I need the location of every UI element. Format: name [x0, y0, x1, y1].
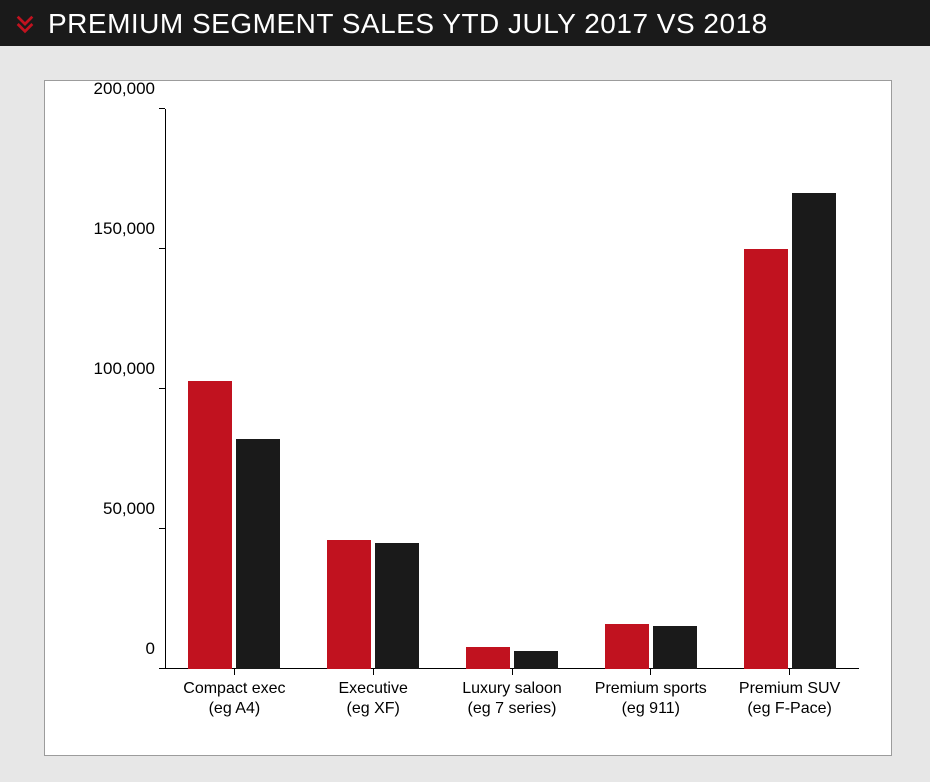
bar — [744, 249, 788, 669]
x-axis-label: Compact exec(eg A4) — [183, 679, 285, 719]
figure-container: PREMIUM SEGMENT SALES YTD JULY 2017 VS 2… — [0, 0, 930, 782]
x-axis-label-line2: (eg A4) — [183, 699, 285, 719]
double-chevron-down-icon — [14, 13, 36, 35]
y-tick — [159, 668, 165, 669]
x-tick — [512, 109, 513, 669]
y-axis-label: 50,000 — [103, 499, 165, 519]
y-tick — [159, 108, 165, 109]
chart-title: PREMIUM SEGMENT SALES YTD JULY 2017 VS 2… — [48, 8, 768, 40]
chart-panel: 0 50,000 100,000 150,000 200,000 Compact exec… — [0, 46, 930, 782]
bar — [188, 381, 232, 669]
chart-plot-area: 050,000100,000150,000200,000Compact exec… — [165, 109, 859, 669]
bar — [653, 626, 697, 669]
bar-group — [744, 193, 836, 669]
bar — [792, 193, 836, 669]
x-axis-label-line1: Executive — [339, 679, 408, 699]
bar — [375, 543, 419, 669]
chart-header: PREMIUM SEGMENT SALES YTD JULY 2017 VS 2… — [0, 0, 930, 48]
x-axis-label-line1: Luxury saloon — [462, 679, 562, 699]
x-axis-label: Premium sports(eg 911) — [595, 679, 707, 719]
x-tick — [651, 109, 652, 669]
x-axis-label: Executive(eg XF) — [339, 679, 408, 719]
x-axis-label-line2: (eg F-Pace) — [739, 699, 840, 719]
y-axis-label: 200,000 — [94, 79, 165, 99]
y-tick — [159, 248, 165, 249]
y-axis-label: 100,000 — [94, 359, 165, 379]
x-axis-label-line2: (eg XF) — [339, 699, 408, 719]
x-axis-label-line1: Premium sports — [595, 679, 707, 699]
y-tick — [159, 388, 165, 389]
bar — [466, 647, 510, 669]
bar — [327, 540, 371, 669]
x-axis-label: Premium SUV(eg F-Pace) — [739, 679, 840, 719]
y-tick — [159, 528, 165, 529]
bar-group — [188, 381, 280, 669]
bar — [236, 439, 280, 669]
y-axis-label: 150,000 — [94, 219, 165, 239]
x-axis-label-line2: (eg 7 series) — [462, 699, 562, 719]
bar — [605, 624, 649, 669]
bar — [514, 651, 558, 669]
bar-group — [466, 647, 558, 669]
x-axis-label: Luxury saloon(eg 7 series) — [462, 679, 562, 719]
bar-group — [605, 624, 697, 669]
y-axis — [165, 109, 166, 669]
y-axis-label: 0 — [146, 639, 165, 659]
x-axis-label-line2: (eg 911) — [595, 699, 707, 719]
x-axis-label-line1: Compact exec — [183, 679, 285, 699]
x-axis-label-line1: Premium SUV — [739, 679, 840, 699]
bar-group — [327, 540, 419, 669]
chart-card: 0 50,000 100,000 150,000 200,000 Compact exec… — [44, 80, 892, 756]
